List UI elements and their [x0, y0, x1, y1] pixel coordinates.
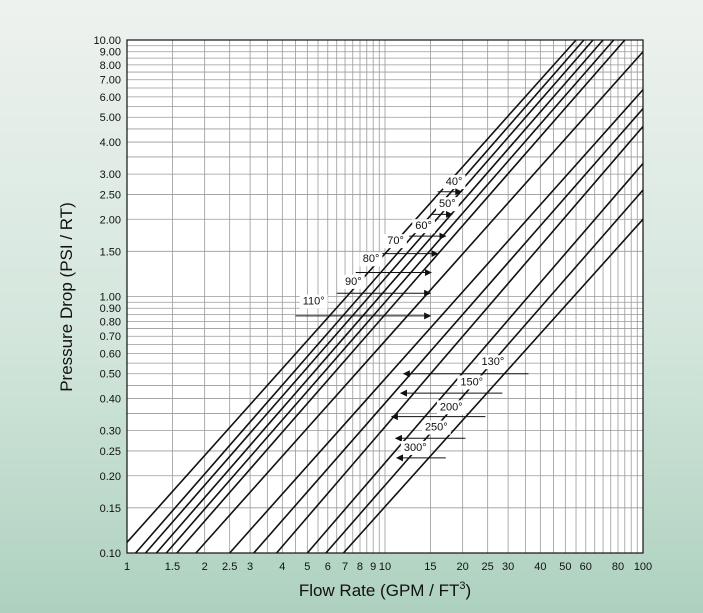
y-tick-label-0-50: 0.50 — [100, 369, 121, 381]
y-tick-label-9-00: 9.00 — [100, 47, 121, 59]
y-tick-label-6-00: 6.00 — [100, 92, 121, 104]
x-tick-label-10: 10 — [379, 561, 391, 573]
line-annotations: 40° 50° 60° 70° 80°90° 110° 130° 150° 200° 250° 30… — [295, 175, 529, 462]
annotation-halo-250deg — [421, 420, 451, 435]
x-axis-title-main: Flow Rate (GPM / FT — [299, 581, 460, 600]
annotation-label-60deg: 60° — [415, 220, 432, 232]
annotation-label-110deg: 110° — [303, 296, 325, 308]
y-tick-labels: 0.10 0.15 0.20 0.25 0.30 0.40 0.50 0.60 0.70 0.80… — [93, 35, 121, 560]
series-line-70deg — [155, 39, 604, 554]
annotation-halo-90deg — [342, 274, 365, 289]
x-tick-label-5: 5 — [304, 561, 310, 573]
series-line-110deg — [195, 51, 644, 554]
annotation-halo-60deg — [412, 219, 435, 234]
y-tick-label-0-30: 0.30 — [100, 426, 121, 438]
annotation-halo-80deg — [359, 252, 383, 267]
y-tick-label-0-70: 0.70 — [100, 331, 121, 343]
y-tick-label-8-00: 8.00 — [100, 60, 121, 72]
x-tick-label-15: 15 — [424, 561, 436, 573]
annotation-halo-130deg — [478, 355, 508, 370]
series-line-150deg — [253, 108, 644, 554]
series-line-80deg — [165, 39, 615, 554]
x-tick-label-80: 80 — [612, 561, 624, 573]
annotation-halo-70deg — [384, 234, 407, 249]
y-tick-label-0-90: 0.90 — [100, 303, 121, 315]
x-tick-label-3: 3 — [247, 561, 253, 573]
series-line-130deg — [229, 89, 644, 554]
series-line-extra — [342, 218, 644, 554]
grid — [126, 39, 644, 554]
x-tick-label-25: 25 — [482, 561, 494, 573]
annotation-label-250deg: 250° — [425, 422, 448, 434]
annotation-halo-50deg — [436, 197, 459, 212]
series-line-250deg — [306, 162, 644, 554]
y-tick-label-0-20: 0.20 — [100, 471, 121, 483]
plot-border — [126, 39, 644, 554]
series-line-50deg — [135, 39, 585, 554]
x-tick-label-2-5: 2.5 — [222, 561, 237, 573]
annotation-label-300deg: 300° — [404, 442, 427, 454]
x-tick-labels: 1 1.5 2 2.5 3 4 5 6 7 8 9 10 15 20 25 30 40 50 60 80 100 — [124, 561, 652, 573]
annotation-label-150deg: 150° — [460, 376, 483, 388]
series-line-90deg — [176, 39, 626, 554]
x-axis-title-superscript: 3 — [459, 580, 465, 592]
annotation-halo-40deg — [442, 175, 466, 190]
y-tick-label-10-00: 10.00 — [93, 35, 121, 47]
x-tick-label-20: 20 — [457, 561, 469, 573]
y-tick-label-0-15: 0.15 — [100, 503, 121, 515]
series-line-300deg — [325, 189, 644, 554]
y-tick-label-2-50: 2.50 — [100, 189, 121, 201]
annotation-label-130deg: 130° — [482, 356, 505, 368]
series-lines — [126, 39, 644, 554]
x-axis-title-suffix: ) — [466, 581, 472, 600]
series-line-200deg — [275, 125, 644, 554]
series-line-40deg — [126, 39, 577, 543]
y-tick-label-1-00: 1.00 — [100, 292, 121, 304]
y-tick-label-0-40: 0.40 — [100, 394, 121, 406]
x-tick-label-4: 4 — [279, 561, 285, 573]
y-tick-label-0-10: 0.10 — [100, 548, 121, 560]
annotation-halo-200deg — [436, 400, 466, 415]
x-tick-label-30: 30 — [502, 561, 514, 573]
x-tick-label-9: 9 — [370, 561, 376, 573]
annotation-label-40deg: 40° — [446, 176, 463, 188]
x-tick-label-8: 8 — [357, 561, 363, 573]
y-tick-label-4-00: 4.00 — [100, 137, 121, 149]
x-tick-label-40: 40 — [534, 561, 546, 573]
x-tick-label-6: 6 — [325, 561, 331, 573]
x-tick-label-60: 60 — [580, 561, 592, 573]
y-tick-label-1-50: 1.50 — [100, 246, 121, 258]
annotation-label-70deg: 70° — [387, 235, 404, 247]
annotation-label-200deg: 200° — [440, 401, 463, 413]
x-tick-label-2: 2 — [202, 561, 208, 573]
y-axis-title: Pressure Drop (PSI / RT) — [57, 202, 76, 392]
x-tick-label-1: 1 — [124, 561, 130, 573]
y-tick-label-5-00: 5.00 — [100, 112, 121, 124]
y-tick-label-2-00: 2.00 — [100, 214, 121, 226]
annotation-label-80deg: 80° — [363, 253, 380, 265]
annotation-label-50deg: 50° — [439, 198, 456, 210]
x-tick-label-1-5: 1.5 — [165, 561, 180, 573]
annotation-halo-150deg — [457, 375, 487, 390]
annotation-label-90deg: 90° — [345, 276, 362, 288]
x-tick-label-50: 50 — [559, 561, 571, 573]
y-tick-label-3-00: 3.00 — [100, 169, 121, 181]
annotation-halo-110deg — [299, 294, 328, 309]
x-axis-title: Flow Rate (GPM / FT3) — [299, 580, 471, 600]
series-line-60deg — [144, 39, 594, 554]
y-tick-label-0-80: 0.80 — [100, 316, 121, 328]
annotation-halo-300deg — [400, 440, 430, 455]
y-tick-label-0-25: 0.25 — [100, 446, 121, 458]
x-tick-label-100: 100 — [634, 561, 652, 573]
x-tick-label-7: 7 — [342, 561, 348, 573]
y-tick-label-0-60: 0.60 — [100, 348, 121, 360]
y-tick-label-7-00: 7.00 — [100, 75, 121, 87]
